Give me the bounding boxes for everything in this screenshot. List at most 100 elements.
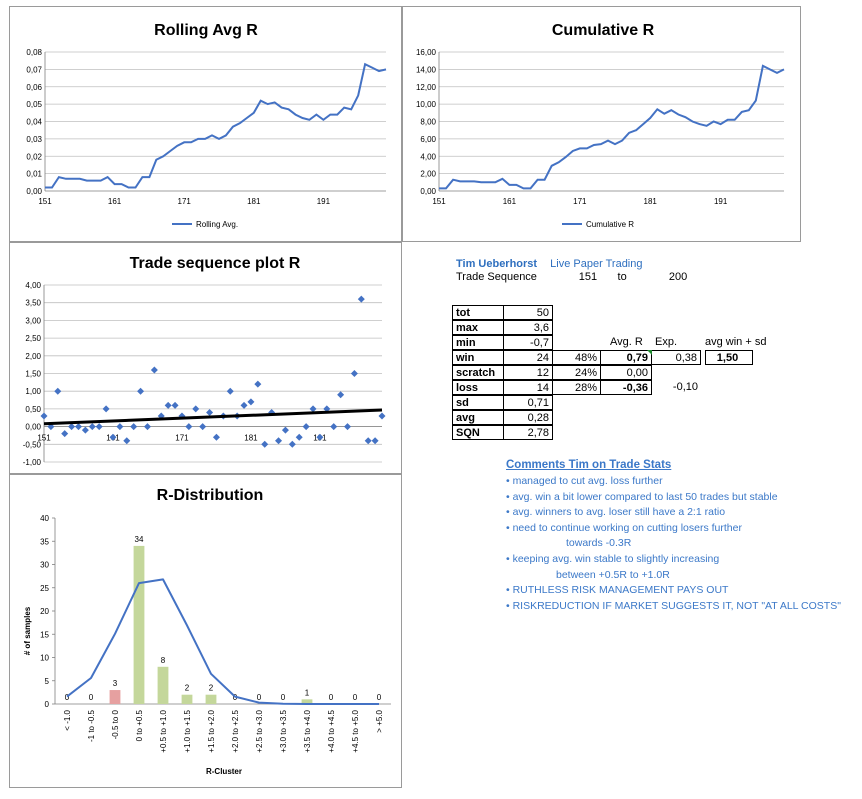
- x-tick-label: 191: [714, 197, 728, 206]
- trade-sequence-to-label: to: [617, 271, 627, 283]
- trade-sequence-to: 200: [668, 271, 688, 283]
- cumulative-r-chart: Cumulative R 0,00 2,00 4,00 6,00 8,00 10,00 12…: [402, 6, 801, 242]
- x-tick-label: -0.5 to 0: [111, 709, 120, 739]
- data-point: [337, 391, 345, 399]
- trade-sequence-plot: Trade sequence plot R -1,00 -0,50 0,00 0,50…: [23, 255, 386, 467]
- y-tick-label: 1,50: [25, 370, 41, 379]
- cumulative-r-plot: Cumulative R 0,00 2,00 4,00 6,00 8,00 10,00 12…: [416, 22, 785, 229]
- r-distribution-plot: R-Distribution # of samples R-Cluster 0 5…: [23, 487, 391, 776]
- data-point: [344, 423, 352, 431]
- x-tick-label: 0 to +0.5: [135, 709, 144, 741]
- avg-r-scratch: 0,00: [600, 365, 652, 380]
- chart-title: Rolling Avg R: [154, 22, 258, 39]
- stat-label: loss: [452, 380, 504, 395]
- stat-label: tot: [452, 305, 504, 320]
- comment-item: • avg. win a bit lower compared to last …: [506, 490, 778, 503]
- stat-label: max: [452, 320, 504, 335]
- x-tick-label: +2.0 to +2.5: [231, 709, 240, 752]
- y-tick-label: 15: [40, 630, 49, 639]
- x-tick-label: 171: [178, 197, 192, 206]
- x-tick-label: +4.5 to +5.0: [351, 709, 360, 752]
- stat-label: sd: [452, 395, 504, 410]
- bar: [301, 699, 313, 704]
- y-tick-label: 20: [40, 607, 49, 616]
- data-point: [295, 433, 303, 441]
- x-tick-label: -1 to -0.5: [87, 709, 96, 742]
- x-tick-label: +3.5 to +4.0: [303, 709, 312, 752]
- comment-item: • managed to cut avg. loss further: [506, 475, 663, 487]
- y-tick-label: 3,00: [25, 316, 41, 325]
- x-tick-label: 151: [38, 197, 52, 206]
- stat-value: 3,6: [503, 320, 553, 335]
- y-tick-label: 16,00: [416, 48, 437, 57]
- data-point: [254, 380, 262, 388]
- comment-item: • keeping avg. win stable to slightly in…: [506, 552, 720, 565]
- r-distribution-chart: R-Distribution # of samples R-Cluster 0 5…: [9, 474, 402, 788]
- trade-sequence-label: Trade Sequence: [456, 271, 537, 283]
- comment-marker-icon: [647, 350, 652, 355]
- avg-win-plus-sd: 1,50: [705, 350, 753, 365]
- data-label: 0: [65, 693, 70, 702]
- x-tick-label: +1.5 to +2.0: [207, 709, 216, 752]
- avg-r-loss: -0,36: [600, 380, 652, 395]
- stat-label: SQN: [452, 425, 504, 440]
- comment-item: between +0.5R to +1.0R: [556, 568, 670, 581]
- avg-r-header: Avg. R: [610, 336, 643, 348]
- x-tick-label: 161: [503, 197, 517, 206]
- series-line: [45, 62, 387, 189]
- y-tick-label: 4,00: [25, 281, 41, 290]
- y-tick-label: 1,00: [25, 387, 41, 396]
- scratch-pct: 24%: [552, 365, 601, 380]
- comment-item: • RUTHLESS RISK MANAGEMENT PAYS OUT: [506, 584, 729, 597]
- stat-label: scratch: [452, 365, 504, 380]
- data-label: 1: [305, 688, 310, 697]
- x-tick-label: 181: [244, 434, 258, 443]
- data-label: 0: [377, 693, 382, 702]
- data-point: [61, 430, 69, 438]
- chart-title: Trade sequence plot R: [130, 255, 301, 272]
- data-point: [275, 437, 283, 445]
- stat-value: 2,78: [503, 425, 553, 440]
- x-tick-label: +4.0 to +4.5: [327, 709, 336, 752]
- y-tick-label: 10: [40, 654, 49, 663]
- data-point: [350, 370, 358, 377]
- stat-label: win: [452, 350, 504, 365]
- data-point: [74, 423, 82, 431]
- data-point: [281, 426, 289, 434]
- data-point: [123, 437, 131, 445]
- y-tick-label: 6,00: [420, 135, 436, 144]
- data-point: [288, 440, 296, 448]
- y-tick-label: 2,50: [25, 334, 41, 343]
- avg-win-sd-header: avg win + sd: [705, 336, 767, 348]
- y-tick-label: 0,03: [26, 135, 42, 144]
- y-tick-label: 0: [45, 700, 50, 709]
- y-tick-label: 12,00: [416, 83, 437, 92]
- y-tick-label: 0,00: [25, 423, 41, 432]
- data-point: [330, 423, 338, 431]
- y-tick-label: 0,06: [26, 83, 42, 92]
- bar: [109, 690, 121, 704]
- data-point: [316, 433, 324, 441]
- stat-value: 0,71: [503, 395, 553, 410]
- x-tick-label: 171: [573, 197, 587, 206]
- data-point: [240, 401, 248, 409]
- data-point: [130, 423, 138, 431]
- data-point: [261, 440, 269, 448]
- normal-curve: [66, 578, 379, 705]
- data-point: [137, 387, 145, 395]
- data-point: [357, 295, 365, 303]
- y-tick-label: 14,00: [416, 65, 437, 74]
- y-tick-label: 4,00: [420, 152, 436, 161]
- y-tick-label: 2,00: [420, 170, 436, 179]
- y-tick-label: 0,05: [26, 100, 42, 109]
- data-label: 0: [281, 693, 286, 702]
- trading-mode: Live Paper Trading: [550, 258, 643, 270]
- data-point: [40, 412, 48, 420]
- y-tick-label: 25: [40, 584, 49, 593]
- x-tick-label: +0.5 to +1.0: [159, 709, 168, 752]
- x-tick-label: 161: [108, 197, 122, 206]
- x-tick-label: > +5.0: [375, 709, 384, 732]
- data-point: [185, 423, 193, 431]
- data-label: 0: [353, 693, 358, 702]
- data-label: 0: [329, 693, 334, 702]
